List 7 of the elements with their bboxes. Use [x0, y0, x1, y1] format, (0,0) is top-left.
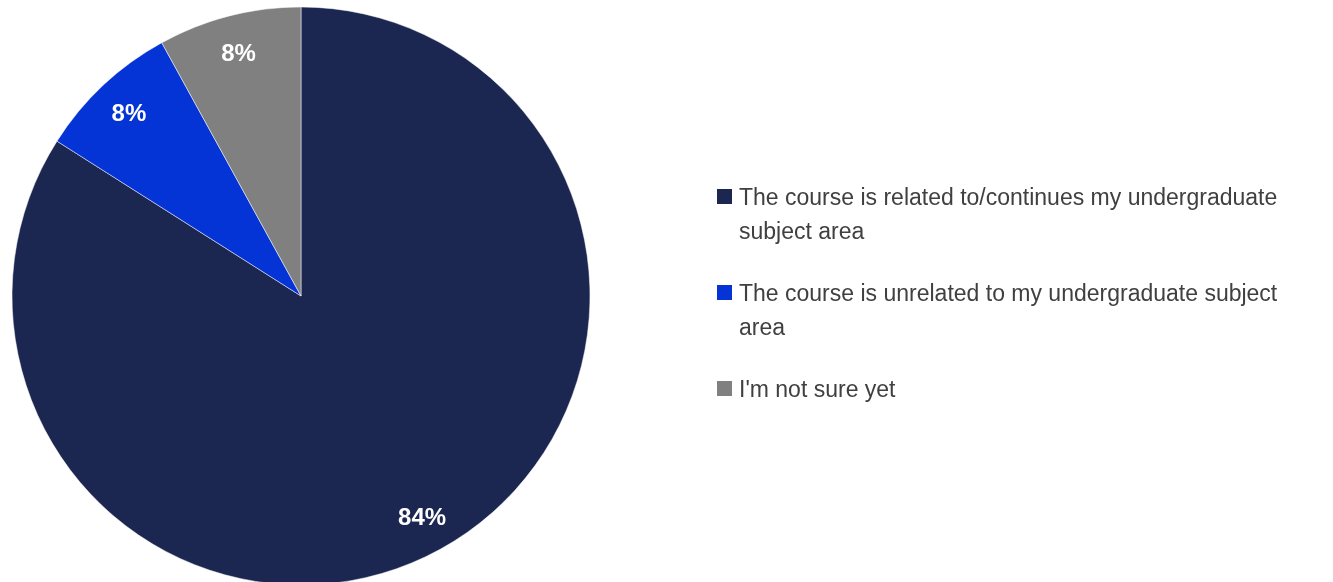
legend-label: I'm not sure yet [739, 376, 897, 402]
pie-slice [12, 6, 591, 582]
data-label: 84% [398, 502, 447, 530]
legend-label: The course is related to/continues my undergraduate subject area [739, 184, 1278, 244]
data-label: 8% [111, 99, 147, 127]
legend-label: The course is unrelated to my undergraduate subject area [739, 280, 1278, 340]
data-label: 8% [221, 38, 256, 66]
